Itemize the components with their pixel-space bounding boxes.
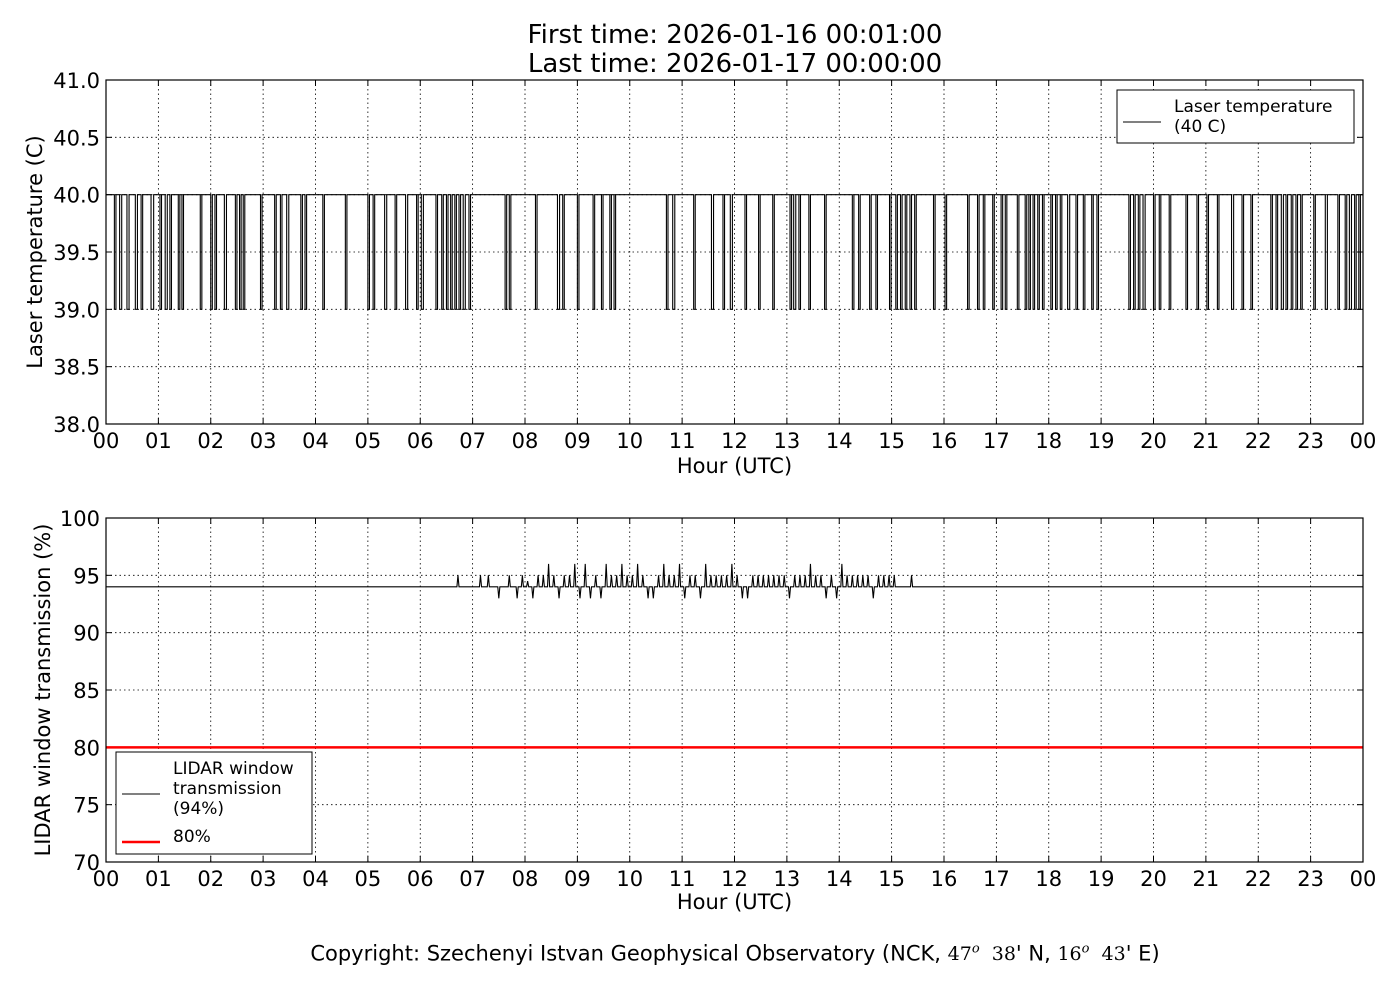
x-tick-label: 17 — [983, 429, 1010, 453]
x-tick-label: 09 — [564, 429, 591, 453]
x-tick-label: 22 — [1245, 867, 1272, 891]
latitude-minutes: 38 — [991, 943, 1016, 966]
legend-label: LIDAR window — [173, 759, 294, 779]
x-tick-label: 08 — [512, 429, 539, 453]
x-tick-label: 10 — [616, 429, 643, 453]
x-tick-label: 17 — [983, 867, 1010, 891]
x-tick-label: 23 — [1297, 867, 1324, 891]
legend-box — [115, 751, 313, 855]
x-tick-label: 04 — [302, 867, 329, 891]
x-axis-label: Hour (UTC) — [677, 890, 792, 914]
x-tick-label: 11 — [669, 429, 696, 453]
x-tick-label: 07 — [459, 429, 486, 453]
y-tick-label: 40.5 — [53, 126, 100, 150]
x-tick-label: 21 — [1193, 429, 1220, 453]
x-tick-label: 05 — [355, 429, 382, 453]
x-tick-label: 14 — [826, 429, 853, 453]
series-line — [106, 563, 1363, 599]
plot-frame — [105, 517, 1364, 863]
x-tick-label: 01 — [145, 429, 172, 453]
legend-label: (40 C) — [1174, 117, 1226, 137]
x-tick-label: 22 — [1245, 429, 1272, 453]
copyright-footer: Copyright: Szechenyi Istvan Geophysical … — [0, 936, 1400, 968]
x-tick-label: 00 — [1350, 429, 1377, 453]
x-tick-label: 15 — [878, 429, 905, 453]
x-tick-label: 12 — [721, 867, 748, 891]
y-tick-label: 41.0 — [53, 69, 100, 93]
x-tick-label: 11 — [669, 867, 696, 891]
longitude-minutes: 43 — [1101, 943, 1126, 966]
legend-box — [1116, 89, 1355, 144]
longitude-degrees: 16 — [1057, 943, 1082, 966]
chart-title-line1: First time: 2026-01-16 00:01:00 — [527, 20, 943, 50]
legend-label: Laser temperature — [1174, 97, 1332, 117]
y-tick-label: 100 — [60, 507, 100, 531]
y-axis-label: Laser temperature (C) — [23, 135, 47, 368]
y-tick-label: 39.5 — [53, 241, 100, 265]
x-tick-label: 23 — [1297, 429, 1324, 453]
x-tick-label: 07 — [459, 867, 486, 891]
longitude-suffix: ' E) — [1125, 941, 1160, 966]
x-tick-label: 16 — [931, 429, 958, 453]
y-tick-label: 80 — [73, 736, 100, 760]
x-tick-label: 00 — [93, 867, 120, 891]
latitude-suffix: ' N, — [1015, 941, 1058, 966]
y-tick-label: 39.0 — [53, 298, 100, 322]
series-line — [106, 194, 1363, 310]
x-tick-label: 03 — [250, 867, 277, 891]
x-tick-label: 08 — [512, 867, 539, 891]
x-tick-label: 13 — [774, 867, 801, 891]
x-tick-label: 18 — [1035, 867, 1062, 891]
x-tick-label: 02 — [197, 867, 224, 891]
x-tick-label: 16 — [931, 867, 958, 891]
x-tick-label: 09 — [564, 867, 591, 891]
x-tick-label: 00 — [1350, 867, 1377, 891]
x-tick-label: 00 — [93, 429, 120, 453]
x-tick-label: 10 — [616, 867, 643, 891]
x-tick-label: 19 — [1088, 867, 1115, 891]
copyright-text: Copyright: Szechenyi Istvan Geophysical … — [310, 941, 948, 966]
x-tick-label: 04 — [302, 429, 329, 453]
y-tick-label: 40.0 — [53, 184, 100, 208]
x-axis-label: Hour (UTC) — [677, 454, 792, 478]
x-tick-label: 03 — [250, 429, 277, 453]
x-tick-label: 05 — [355, 867, 382, 891]
y-tick-label: 38.0 — [53, 413, 100, 437]
y-axis-label: LIDAR window transmission (%) — [31, 524, 55, 857]
chart-title-line2: Last time: 2026-01-17 00:00:00 — [527, 49, 943, 79]
x-tick-label: 21 — [1193, 867, 1220, 891]
x-tick-label: 01 — [145, 867, 172, 891]
x-tick-label: 20 — [1140, 867, 1167, 891]
degree-symbol: o — [1081, 942, 1090, 957]
y-tick-label: 95 — [73, 564, 100, 588]
x-tick-label: 13 — [774, 429, 801, 453]
x-tick-label: 19 — [1088, 429, 1115, 453]
x-tick-label: 06 — [407, 429, 434, 453]
y-tick-label: 38.5 — [53, 356, 100, 380]
y-tick-label: 75 — [73, 794, 100, 818]
x-tick-label: 02 — [197, 429, 224, 453]
y-tick-label: 85 — [73, 679, 100, 703]
x-tick-label: 14 — [826, 867, 853, 891]
legend-label: 80% — [173, 827, 211, 847]
latitude-degrees: 47 — [947, 943, 972, 966]
y-tick-label: 70 — [73, 851, 100, 875]
degree-symbol: o — [971, 942, 980, 957]
plot-frame — [105, 79, 1364, 425]
x-tick-label: 20 — [1140, 429, 1167, 453]
x-tick-label: 18 — [1035, 429, 1062, 453]
x-tick-label: 06 — [407, 867, 434, 891]
y-tick-label: 90 — [73, 622, 100, 646]
legend-label: (94%) — [173, 799, 224, 819]
x-tick-label: 15 — [878, 867, 905, 891]
legend-label: transmission — [173, 779, 282, 799]
x-tick-label: 12 — [721, 429, 748, 453]
